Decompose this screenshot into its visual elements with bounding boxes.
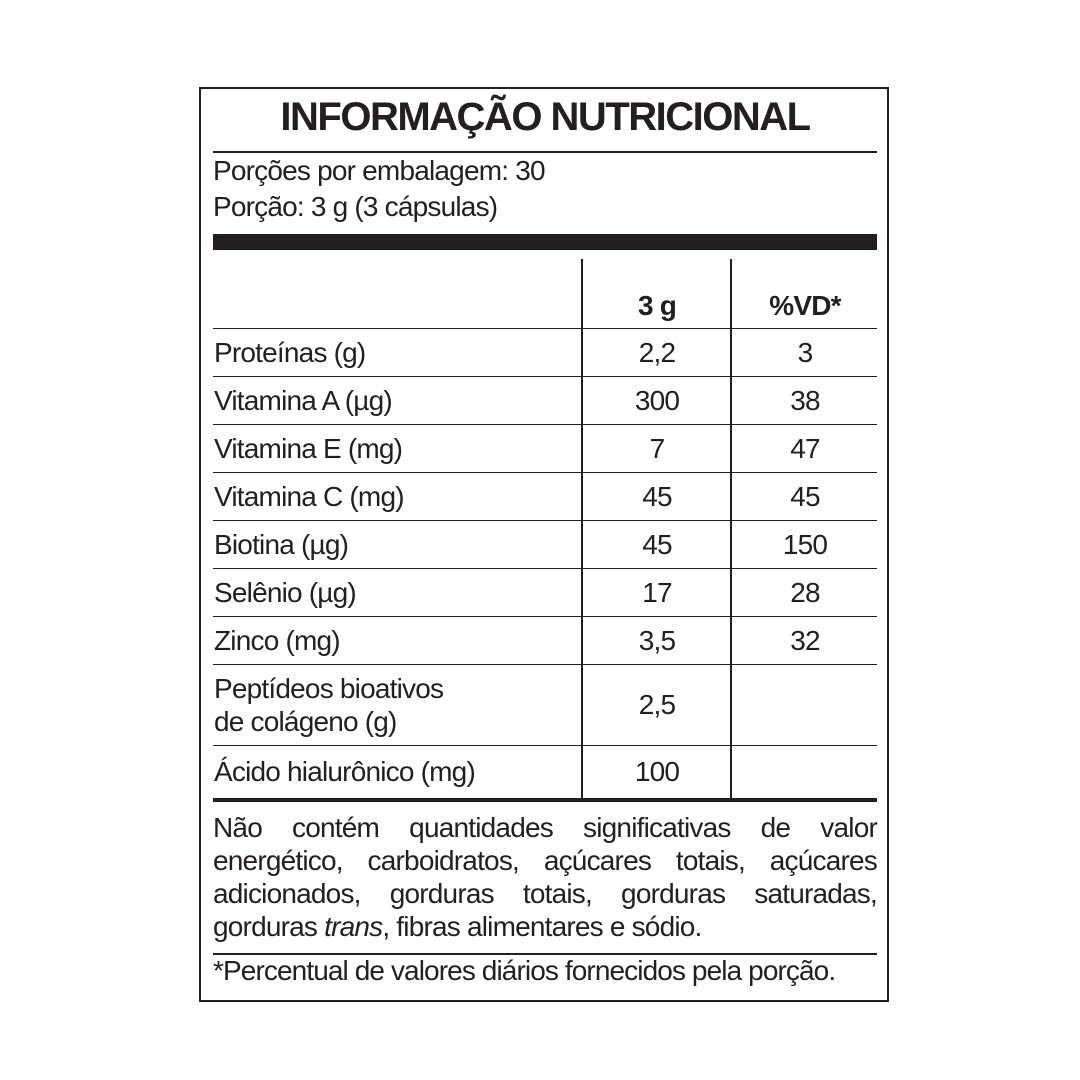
nutrient-row: Proteínas (g) 2,2 3 xyxy=(213,328,877,377)
nutrition-label: INFORMAÇÃO NUTRICIONAL Porções por embal… xyxy=(199,87,889,1002)
note: Não contém quantidades significativas de… xyxy=(213,811,878,943)
note-part: Não contém quantidades significativas de… xyxy=(213,812,878,942)
nutrient-row: Vitamina A (µg) 300 38 xyxy=(213,376,877,425)
footnote: *Percentual de valores diários fornecido… xyxy=(213,955,836,986)
nutrient-row: Peptídeos bioativos de colágeno (g) 2,5 xyxy=(213,664,877,746)
daily-value: 150 xyxy=(730,520,877,569)
nutrient-name: Vitamina A (µg) xyxy=(213,376,582,425)
note-part: trans xyxy=(324,911,383,942)
daily-value: 47 xyxy=(730,424,877,473)
amount: 45 xyxy=(581,520,731,569)
nutrient-row: Ácido hialurônico (mg) 100 xyxy=(213,745,877,802)
nutrient-row: Zinco (mg) 3,5 32 xyxy=(213,616,877,665)
servings-per-pack: Porções por embalagem: 30 xyxy=(213,155,546,186)
nutrient-table: 3 g %VD* Proteínas (g) 2,2 3 Vitamina A (µg… xyxy=(213,259,877,802)
daily-value xyxy=(730,745,877,802)
nutrient-name: Peptídeos bioativos de colágeno (g) xyxy=(213,664,582,746)
daily-value: 32 xyxy=(730,616,877,665)
amount: 2,5 xyxy=(581,664,731,746)
header-amount: 3 g xyxy=(581,259,731,329)
amount: 7 xyxy=(581,424,731,473)
nutrient-row: Selênio (µg) 17 28 xyxy=(213,568,877,617)
amount: 300 xyxy=(581,376,731,425)
thin-rule xyxy=(213,151,877,153)
nutrient-row: Vitamina E (mg) 7 47 xyxy=(213,424,877,473)
amount: 45 xyxy=(581,472,731,521)
nutrient-row: Biotina (µg) 45 150 xyxy=(213,520,877,569)
serving-size: Porção: 3 g (3 cápsulas) xyxy=(213,191,498,222)
amount: 2,2 xyxy=(581,328,731,377)
nutrient-name: Biotina (µg) xyxy=(213,520,582,569)
nutrient-name: Vitamina E (mg) xyxy=(213,424,582,473)
nutrient-name: Selênio (µg) xyxy=(213,568,582,617)
thin-rule xyxy=(213,953,877,955)
nutrient-row: Vitamina C (mg) 45 45 xyxy=(213,472,877,521)
amount: 100 xyxy=(581,745,731,802)
daily-value: 45 xyxy=(730,472,877,521)
note-part: , fibras alimentares e sódio. xyxy=(382,911,702,942)
daily-value: 28 xyxy=(730,568,877,617)
amount: 17 xyxy=(581,568,731,617)
nutrient-name: Proteínas (g) xyxy=(213,328,582,377)
daily-value: 38 xyxy=(730,376,877,425)
nutrient-name: Zinco (mg) xyxy=(213,616,582,665)
header-blank xyxy=(213,259,582,329)
thick-rule xyxy=(213,234,877,250)
header-row: 3 g %VD* xyxy=(213,259,877,329)
nutrient-name: Ácido hialurônico (mg) xyxy=(213,745,582,802)
header-dv: %VD* xyxy=(730,259,877,329)
nutrient-name: Vitamina C (mg) xyxy=(213,472,582,521)
daily-value: 3 xyxy=(730,328,877,377)
amount: 3,5 xyxy=(581,616,731,665)
daily-value xyxy=(730,664,877,746)
label-title: INFORMAÇÃO NUTRICIONAL xyxy=(280,95,811,139)
